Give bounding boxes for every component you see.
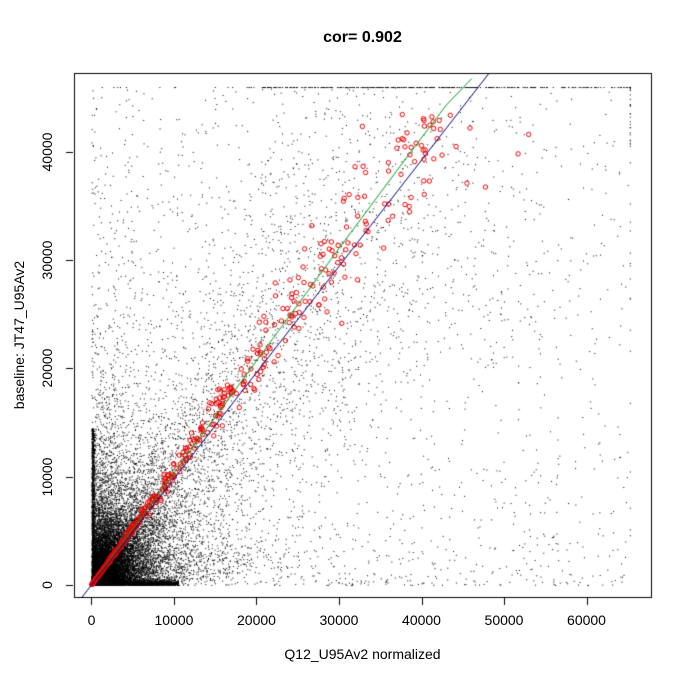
x-tick-label: 40000 (402, 612, 441, 628)
x-tick-label: 10000 (154, 612, 194, 628)
x-tick-label: 0 (87, 612, 96, 628)
y-tick-label: 40000 (39, 132, 55, 171)
y-tick-label: 0 (39, 581, 55, 589)
x-tick-label: 20000 (237, 612, 276, 628)
y-axis-label: baseline: JT47_U95Av2 (11, 260, 27, 410)
x-tick-label: 50000 (484, 612, 524, 628)
x-axis-label: Q12_U95Av2 normalized (284, 646, 441, 662)
x-tick-label: 30000 (319, 612, 359, 628)
plot-title: cor= 0.902 (323, 29, 402, 46)
y-tick-label: 30000 (39, 240, 55, 280)
y-tick-label: 10000 (39, 457, 55, 497)
y-tick-label: 20000 (39, 348, 55, 388)
x-tick-label: 60000 (567, 612, 606, 628)
